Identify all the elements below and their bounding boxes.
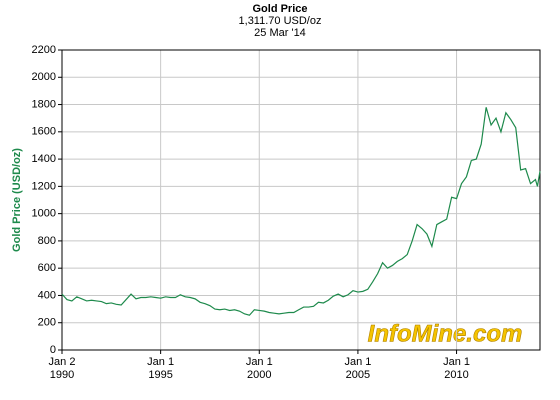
y-tick-label: 600 [38,262,56,274]
y-tick-label: 400 [38,289,56,301]
y-tick-label: 0 [50,344,56,356]
x-tick-label: 2010 [444,369,468,381]
chart-subtitle: 1,311.70 USD/oz [239,15,322,27]
y-tick-label: 2000 [32,71,56,83]
y-tick-label: 1800 [32,98,56,110]
x-tick-label: Jan 1 [344,356,371,368]
chart-date: 25 Mar '14 [254,27,306,39]
y-tick-label: 1200 [32,180,56,192]
y-axis-label: Gold Price (USD/oz) [11,148,23,252]
x-tick-label: 1990 [50,369,74,381]
x-tick-label: Jan 1 [147,356,174,368]
x-tick-label: 1995 [148,369,172,381]
plot-frame [61,49,541,351]
watermark: InfoMine.com [368,320,523,347]
y-tick-label: 1000 [32,208,56,220]
x-tick-label: 2005 [346,369,370,381]
y-tick-label: 800 [38,235,56,247]
y-tick-label: 200 [38,317,56,329]
x-tick-label: Jan 1 [246,356,273,368]
y-tick-label: 1600 [32,126,56,138]
chart-title: Gold Price [252,3,307,15]
price-line [61,107,541,316]
y-tick-label: 1400 [32,153,56,165]
x-tick-label: Jan 1 [443,356,470,368]
y-tick-label: 2200 [32,44,56,56]
x-tick-label: 2000 [247,369,271,381]
x-tick-label: Jan 2 [49,356,76,368]
